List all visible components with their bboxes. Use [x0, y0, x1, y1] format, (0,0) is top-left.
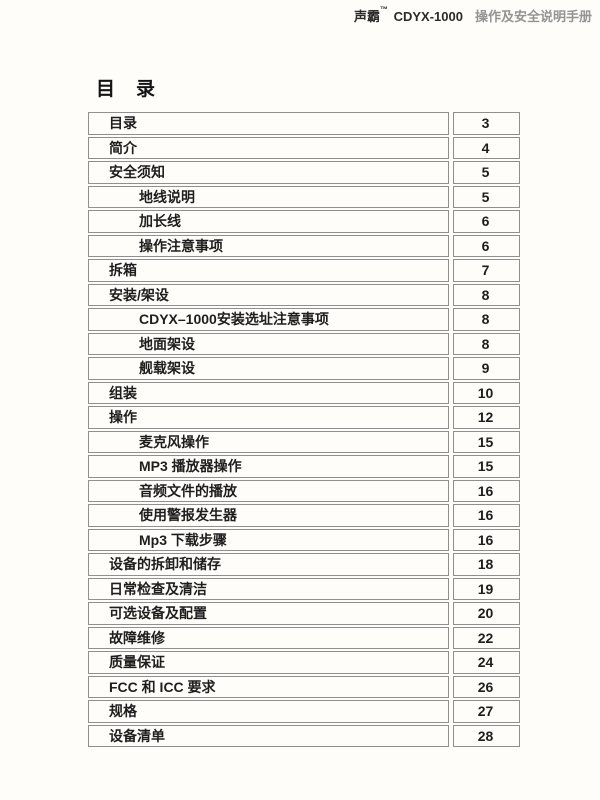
toc-entry-page: 9 [453, 357, 520, 380]
toc-entry-page: 6 [453, 210, 520, 233]
toc-row: 使用警报发生器 16 [88, 504, 520, 527]
toc-entry-label: Mp3 下载步骤 [88, 528, 449, 551]
toc-entry-page: 15 [453, 455, 520, 478]
toc-row: 目录 3 [88, 112, 520, 135]
toc-entry-page: 20 [453, 602, 520, 625]
toc-entry-page: 22 [453, 626, 520, 649]
toc-entry-label: CDYX–1000安装选址注意事项 [88, 308, 449, 331]
manual-subtitle: 操作及安全说明手册 [474, 9, 592, 24]
toc-entry-label: 可选设备及配置 [88, 602, 449, 625]
toc-entry-label: 地线说明 [88, 185, 449, 208]
toc-entry-page: 8 [453, 332, 520, 355]
toc-entry-page: 6 [453, 234, 520, 257]
toc-entry-page: 5 [453, 161, 520, 184]
toc-entry-page: 12 [453, 406, 520, 429]
toc-entry-page: 19 [453, 577, 520, 600]
toc-row: FCC 和 ICC 要求 26 [88, 675, 520, 698]
toc-row: MP3 播放器操作 15 [88, 455, 520, 478]
toc-row: 规格 27 [88, 700, 520, 723]
toc-row: 简介 4 [88, 136, 520, 159]
toc-row: 操作注意事项 6 [88, 234, 520, 257]
toc-entry-label: 组装 [88, 381, 449, 404]
toc-row: 加长线 6 [88, 210, 520, 233]
toc-entry-page: 8 [453, 308, 520, 331]
toc-entry-page: 4 [453, 136, 520, 159]
toc-entry-label: 设备的拆卸和储存 [88, 553, 449, 576]
brand-name: 声霸 [353, 9, 380, 24]
toc-entry-label: 规格 [88, 700, 449, 723]
toc-entry-page: 5 [453, 185, 520, 208]
toc-entry-label: 音频文件的播放 [88, 479, 449, 502]
toc-row: 舰载架设 9 [88, 357, 520, 380]
toc-entry-label: 安全须知 [88, 161, 449, 184]
toc-entry-page: 10 [453, 381, 520, 404]
toc-entry-label: 故障维修 [88, 626, 449, 649]
toc-entry-label: 设备清单 [88, 724, 449, 747]
toc-entry-page: 15 [453, 430, 520, 453]
toc-row: 可选设备及配置 20 [88, 602, 520, 625]
brand-and-model: 声霸™ CDYX-1000 [353, 5, 463, 24]
toc-row: 故障维修 22 [88, 626, 520, 649]
toc-entry-label: 目录 [88, 112, 449, 135]
toc-table: 目录 3 简介 4 安全须知 5 地线说明 5 加长线 6 操作注意事项 6 拆… [88, 112, 520, 747]
toc-entry-label: 操作注意事项 [88, 234, 449, 257]
page-header: 声霸™ CDYX-1000 操作及安全说明手册 [353, 5, 592, 25]
toc-row: 安装/架设 8 [88, 283, 520, 306]
toc-row: 设备的拆卸和储存 18 [88, 553, 520, 576]
toc-row: 质量保证 24 [88, 651, 520, 674]
toc-row: Mp3 下载步骤 16 [88, 528, 520, 551]
trademark-symbol: ™ [379, 4, 388, 14]
toc-entry-label: FCC 和 ICC 要求 [88, 675, 449, 698]
toc-entry-label: 舰载架设 [88, 357, 449, 380]
toc-entry-label: 操作 [88, 406, 449, 429]
toc-row: 麦克风操作 15 [88, 430, 520, 453]
toc-entry-page: 16 [453, 479, 520, 502]
toc-entry-page: 3 [453, 112, 520, 135]
toc-row: 设备清单 28 [88, 724, 520, 747]
model-number: CDYX-1000 [393, 9, 463, 24]
page-title: 目 录 [96, 79, 157, 100]
toc-row: 日常检查及清洁 19 [88, 577, 520, 600]
toc-entry-label: 加长线 [88, 210, 449, 233]
toc-entry-label: 安装/架设 [88, 283, 449, 306]
toc-entry-label: 麦克风操作 [88, 430, 449, 453]
toc-row: 安全须知 5 [88, 161, 520, 184]
toc-row: CDYX–1000安装选址注意事项 8 [88, 308, 520, 331]
toc-entry-page: 16 [453, 504, 520, 527]
toc-row: 操作 12 [88, 406, 520, 429]
toc-entry-label: 使用警报发生器 [88, 504, 449, 527]
toc-entry-page: 8 [453, 283, 520, 306]
toc-entry-page: 16 [453, 528, 520, 551]
toc-entry-page: 26 [453, 675, 520, 698]
toc-entry-label: 地面架设 [88, 332, 449, 355]
toc-row: 组装 10 [88, 381, 520, 404]
toc-entry-label: 拆箱 [88, 259, 449, 282]
toc-row: 拆箱 7 [88, 259, 520, 282]
toc-entry-label: 质量保证 [88, 651, 449, 674]
toc-entry-label: 简介 [88, 136, 449, 159]
toc-entry-page: 18 [453, 553, 520, 576]
toc-entry-page: 28 [453, 724, 520, 747]
toc-row: 地线说明 5 [88, 185, 520, 208]
toc-row: 音频文件的播放 16 [88, 479, 520, 502]
toc-entry-page: 7 [453, 259, 520, 282]
toc-entry-label: MP3 播放器操作 [88, 455, 449, 478]
toc-row: 地面架设 8 [88, 332, 520, 355]
toc-entry-page: 27 [453, 700, 520, 723]
toc-entry-page: 24 [453, 651, 520, 674]
toc-entry-label: 日常检查及清洁 [88, 577, 449, 600]
